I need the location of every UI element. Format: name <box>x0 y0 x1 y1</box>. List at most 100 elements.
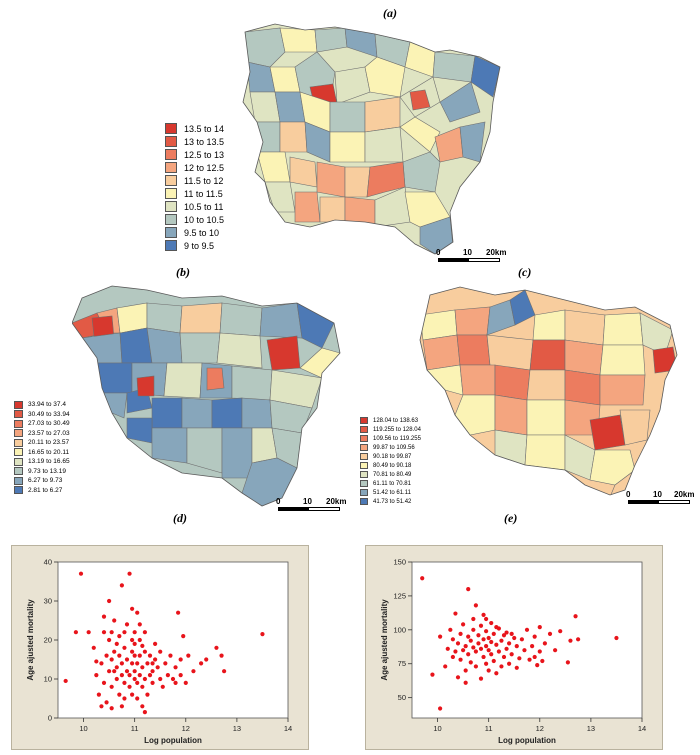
data-point <box>509 652 514 657</box>
data-point <box>73 630 78 635</box>
data-point <box>142 630 147 635</box>
legend-b-label: 2.81 to 6.27 <box>28 486 63 494</box>
y-tick-label: 10 <box>44 675 52 684</box>
scale-bar-a-tick-20: 20km <box>486 248 507 257</box>
legend-c-label: 70.81 to 80.49 <box>373 471 412 478</box>
y-tick-label: 150 <box>393 558 406 567</box>
scale-bar-b-tick-20: 20km <box>326 497 347 506</box>
data-point <box>114 676 119 682</box>
data-point <box>514 665 519 670</box>
data-point <box>484 629 489 634</box>
legend-a-label: 9.5 to 10 <box>184 227 220 238</box>
data-point <box>112 649 117 654</box>
scale-bar-c-tick-0: 0 <box>626 490 631 499</box>
legend-b-swatch <box>14 457 23 466</box>
data-point <box>150 680 155 685</box>
data-point <box>122 680 127 685</box>
scale-bar-a-tick-0: 0 <box>436 248 441 257</box>
data-point <box>127 571 132 576</box>
data-point <box>576 637 581 642</box>
legend-a-swatch <box>165 175 177 186</box>
scale-bar-b-tick-0: 0 <box>276 497 281 506</box>
panel-label-a: (a) <box>383 6 397 20</box>
data-point <box>183 680 188 685</box>
data-point <box>565 660 570 665</box>
data-point <box>222 669 227 674</box>
scatter-plot-d: 10 11 12 13 14 0 10 20 30 40 Log population Age aju… <box>26 558 292 746</box>
data-point <box>478 646 484 651</box>
data-point <box>489 620 494 626</box>
data-point <box>471 645 476 650</box>
data-point <box>453 649 458 654</box>
legend-b-label: 9.73 to 13.19 <box>28 467 66 475</box>
data-point <box>127 673 132 678</box>
data-point <box>130 692 135 697</box>
data-point <box>481 612 486 618</box>
data-point <box>537 625 542 630</box>
data-point <box>486 648 491 653</box>
scale-bar-c-tick-10: 10 <box>653 490 662 499</box>
legend-a-item: 9.5 to 10 <box>165 226 224 239</box>
data-point <box>101 630 107 635</box>
x-tick-label: 12 <box>182 724 190 733</box>
data-point <box>63 678 68 684</box>
data-point <box>117 653 122 658</box>
data-point <box>119 673 124 678</box>
data-point <box>135 661 140 666</box>
legend-b-swatch <box>14 448 23 457</box>
legend-a-swatch <box>165 123 177 134</box>
data-point <box>109 657 114 662</box>
legend-a-item: 12 to 12.5 <box>165 161 224 174</box>
data-point <box>142 710 147 715</box>
x-axis-label: Log population <box>498 736 556 745</box>
data-point <box>501 654 507 660</box>
x-axis-label: Log population <box>144 736 202 745</box>
data-point <box>524 627 530 632</box>
y-tick-label: 30 <box>44 597 52 606</box>
data-point <box>114 641 119 646</box>
data-point <box>119 704 124 709</box>
legend-c-swatch <box>360 471 368 478</box>
data-point <box>461 648 466 653</box>
data-point <box>109 706 114 711</box>
plot-area <box>411 561 643 719</box>
data-point <box>173 665 178 670</box>
y-tick-label: 50 <box>398 693 406 702</box>
data-point <box>122 645 127 650</box>
plot-area <box>57 561 289 719</box>
data-point <box>86 630 91 635</box>
data-point <box>450 654 455 660</box>
data-point <box>473 603 478 608</box>
legend-c-label: 128.04 to 138.63 <box>373 417 419 424</box>
data-point <box>573 614 578 619</box>
legend-c-swatch <box>360 489 368 496</box>
data-point <box>140 665 145 670</box>
data-point <box>481 654 486 660</box>
data-point <box>473 664 478 669</box>
legend-a-label: 13.5 to 14 <box>184 123 225 134</box>
legend-c-swatch <box>360 453 368 460</box>
legend-a-label: 12 to 12.5 <box>184 162 225 173</box>
legend-a-label: 12.5 to 13 <box>184 149 225 160</box>
x-tick-label: 12 <box>536 724 544 733</box>
data-point <box>132 641 137 646</box>
data-point <box>114 665 119 670</box>
legend-c-swatch <box>360 435 368 442</box>
data-point <box>455 675 461 680</box>
panel-label-b: (b) <box>176 265 190 279</box>
data-point <box>466 587 471 592</box>
y-tick-label: 100 <box>393 625 406 634</box>
data-point <box>219 653 224 658</box>
data-point <box>150 661 155 666</box>
data-point <box>130 637 135 643</box>
data-point <box>445 646 450 651</box>
panel-label-e: (e) <box>504 511 518 525</box>
data-point <box>165 673 170 678</box>
data-point <box>471 627 476 632</box>
legend-b-item: 27.03 to 30.49 <box>14 419 70 429</box>
data-point <box>476 641 481 646</box>
scale-bar-b: 0 10 20km <box>276 497 366 511</box>
data-point <box>204 657 209 662</box>
legend-b-item: 33.94 to 37.4 <box>14 400 70 410</box>
data-point <box>140 704 145 709</box>
